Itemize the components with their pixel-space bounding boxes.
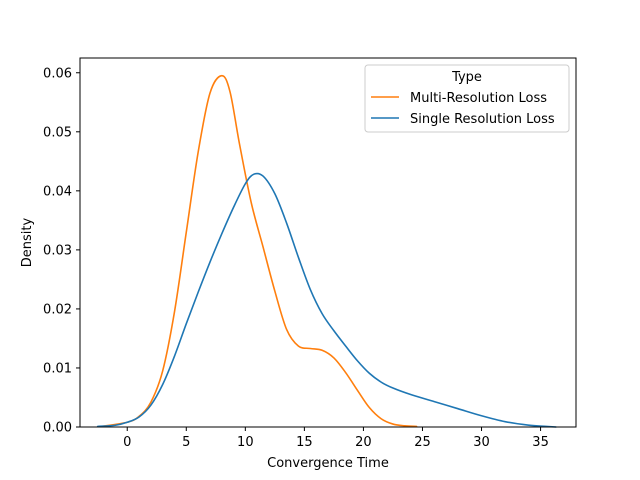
y-tick-label: 0.04 (43, 184, 72, 199)
series-line-1 (96, 172, 557, 428)
x-axis: 0 5 10 15 20 25 30 35 (123, 427, 549, 450)
legend-title: Type (451, 70, 482, 85)
plot-lines (96, 74, 557, 428)
x-tick-label: 10 (237, 435, 254, 450)
legend-label: Single Resolution Loss (410, 112, 555, 127)
x-tick-label: 35 (532, 435, 549, 450)
legend: Type Multi-Resolution Loss Single Resolut… (364, 64, 570, 133)
plot-frame (79, 57, 577, 428)
legend-box (364, 64, 570, 133)
x-tick-label: 25 (414, 435, 431, 450)
x-axis-label: Convergence Time (267, 456, 389, 471)
series-line-0 (100, 74, 418, 428)
x-tick-label: 20 (355, 435, 372, 450)
y-axis-label: Density (20, 217, 35, 267)
y-tick-label: 0.05 (43, 125, 72, 140)
x-tick-label: 30 (473, 435, 490, 450)
y-tick-label: 0.06 (43, 66, 72, 81)
x-tick-label: 0 (123, 435, 131, 450)
y-tick-label: 0.01 (43, 361, 72, 376)
y-axis: 0.00 0.01 0.02 0.03 0.04 0.05 0.06 (43, 66, 80, 436)
y-tick-label: 0.02 (43, 302, 72, 317)
x-tick-label: 15 (296, 435, 313, 450)
x-tick-label: 5 (182, 435, 190, 450)
legend-label: Multi-Resolution Loss (410, 91, 547, 106)
y-tick-label: 0.03 (43, 243, 72, 258)
legend-entries: Multi-Resolution Loss Single Resolution L… (371, 91, 555, 127)
y-tick-label: 0.00 (43, 421, 72, 436)
